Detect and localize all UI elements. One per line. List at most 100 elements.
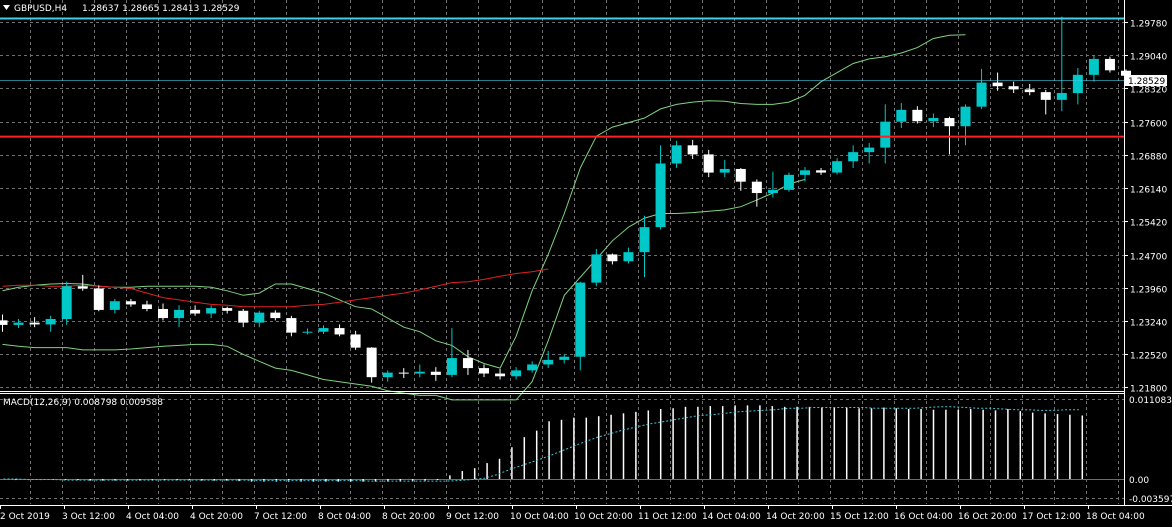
candle-body: [254, 312, 265, 323]
time-tick-label: 10 Oct 04:00: [510, 512, 569, 522]
dropdown-triangle-icon[interactable]: [3, 5, 10, 10]
candle-body: [1056, 93, 1067, 100]
candle-body: [334, 328, 345, 335]
time-tick-label: 8 Oct 04:00: [318, 512, 371, 522]
candle-body: [174, 309, 185, 319]
candle-body: [238, 310, 249, 323]
candle-body: [350, 334, 361, 348]
candle-body: [414, 371, 425, 374]
price-tick-label: 1.26140: [1130, 186, 1167, 196]
candle-body: [366, 347, 377, 378]
moving-average-line: [2, 268, 549, 308]
candle-body: [767, 189, 778, 194]
price-tick-label: 1.21800: [1130, 385, 1167, 395]
candle-body: [655, 163, 666, 228]
candle-body: [125, 301, 136, 305]
candle-body: [0, 320, 8, 325]
candle-body: [1072, 74, 1083, 94]
time-axis: 2 Oct 2019 3 Oct 12:00 4 Oct 04:00 4 Oct 20…: [0, 505, 1145, 522]
ohlc-values: 1.28637 1.28665 1.28413 1.28529: [82, 4, 240, 14]
axes: [0, 0, 1172, 506]
time-tick-label: 14 Oct 20:00: [766, 512, 825, 522]
price-tick-label: 1.22520: [1130, 352, 1167, 362]
time-tick-label: 3 Oct 12:00: [62, 512, 115, 522]
macd-subwindow: [0, 405, 1124, 482]
macd-axis: 0.011083 0.00 -0.003597: [1129, 396, 1172, 505]
symbol-timeframe: GBPUSD,H4: [14, 4, 67, 14]
candle-body: [976, 82, 987, 107]
candle-body: [495, 373, 506, 377]
candle-body: [158, 308, 168, 319]
candle-body: [607, 254, 618, 262]
candle-body: [703, 154, 714, 173]
time-tick-label: 4 Oct 04:00: [126, 512, 179, 522]
price-tick-label: 1.24700: [1130, 253, 1167, 263]
macd-tick-label: 0.011083: [1129, 396, 1172, 406]
candle-body: [398, 372, 409, 374]
candle-body: [302, 331, 313, 333]
candle-body: [687, 145, 698, 155]
macd-signal-line: [3, 406, 1079, 482]
current-price-tag: 1.28529: [1125, 75, 1167, 87]
time-tick-label: 16 Oct 20:00: [958, 512, 1017, 522]
candle-body: [783, 174, 794, 190]
candle-body: [671, 145, 682, 164]
candles: [0, 16, 1131, 383]
price-tick-label: 1.28320: [1130, 86, 1167, 96]
current-price-label: 1.28529: [1128, 77, 1165, 87]
candle-body: [382, 372, 393, 378]
candle-body: [61, 286, 72, 319]
candle-body: [928, 118, 939, 122]
price-tick-label: 1.29780: [1130, 20, 1167, 30]
candle-body: [430, 371, 441, 375]
horizontal-lines[interactable]: [0, 17, 1124, 138]
candle-body: [591, 254, 602, 283]
time-tick-label: 4 Oct 20:00: [190, 512, 243, 522]
bollinger-upper-band: [2, 34, 966, 369]
candle-body: [1088, 58, 1099, 75]
candle-body: [45, 318, 56, 325]
time-tick-label: 18 Oct 04:00: [1086, 512, 1145, 522]
candle-body: [864, 147, 875, 153]
candle-body: [511, 370, 522, 377]
candle-body: [222, 308, 233, 311]
candle-body: [559, 356, 570, 360]
candle-body: [77, 286, 88, 289]
candle-body: [93, 288, 104, 310]
price-axis: 1.29780 1.29040 1.28320 1.27600 1.26880 1.261…: [1124, 20, 1167, 395]
candle-body: [880, 121, 891, 148]
price-tick-label: 1.26880: [1130, 153, 1167, 163]
chart-header: GBPUSD,H4 1.28637 1.28665 1.28413 1.2852…: [3, 4, 240, 14]
candle-body: [719, 168, 730, 173]
candle-body: [479, 368, 489, 374]
candle-body: [1104, 58, 1115, 71]
candle-body: [1121, 70, 1131, 76]
price-tick-label: 1.29040: [1130, 53, 1167, 63]
time-tick-label: 11 Oct 12:00: [638, 512, 697, 522]
candle-body: [527, 364, 538, 371]
candle-body: [751, 181, 762, 194]
time-tick-label: 2 Oct 2019: [0, 512, 50, 522]
time-tick-label: 17 Oct 12:00: [1022, 512, 1081, 522]
time-tick-label: 7 Oct 12:00: [254, 512, 307, 522]
macd-label: MACD(12,26,9) 0.008798 0.009588: [3, 398, 163, 408]
candle-body: [462, 358, 473, 369]
candle-body: [1008, 86, 1019, 90]
price-tick-label: 1.23960: [1130, 286, 1167, 296]
candle-body: [575, 282, 586, 357]
candle-body: [848, 152, 859, 162]
candle-body: [13, 322, 24, 325]
price-tick-label: 1.25420: [1130, 219, 1167, 229]
candle-body: [944, 118, 955, 127]
candle-body: [735, 168, 746, 182]
candle-body: [800, 170, 810, 175]
time-tick-label: 8 Oct 20:00: [382, 512, 435, 522]
candle-body: [286, 318, 297, 333]
candle-body: [206, 308, 217, 314]
candle-body: [992, 82, 1003, 87]
candle-body: [29, 322, 40, 325]
candle-body: [543, 359, 554, 365]
candle-body: [832, 161, 843, 173]
candle-body: [1040, 92, 1051, 100]
